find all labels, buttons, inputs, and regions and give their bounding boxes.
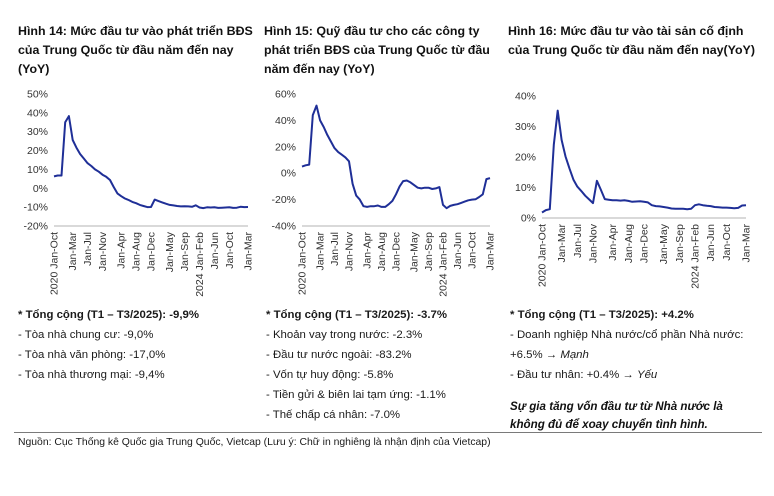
x-tick-label: Jan-Jun [452, 232, 464, 270]
y-tick-label: 0% [33, 183, 48, 195]
source-note: Nguồn: Cục Thống kê Quốc gia Trung Quốc,… [18, 437, 491, 448]
x-tick-label: 2020 Jan-Oct [297, 232, 309, 295]
series-line [541, 109, 747, 214]
figure-15-total: * Tổng cộng (T1 – T3/2025): -3.7% [266, 309, 448, 321]
y-tick-label: 60% [275, 89, 296, 101]
y-tick-label: -10% [23, 202, 48, 214]
x-tick-label: Jan-Jun [705, 224, 717, 262]
x-tick-label: Jan-May [164, 231, 176, 272]
figure-14-svg: -20% -10% 0% 10% 20% 30% 40% 50% 2020 Jan-Oct Jan… [23, 89, 255, 297]
y-tick-label: 0% [521, 213, 536, 225]
figure-14-notes: * Tổng cộng (T1 – T3/2025): -9,9% - Tòa … [18, 305, 258, 385]
x-tick-label: Jan-Oct [466, 232, 478, 269]
source-divider [14, 432, 762, 433]
figure-14-chart: -20% -10% 0% 10% 20% 30% 40% 50% 2020 Jan-Oct Jan… [14, 84, 258, 300]
y-tick-label: 0% [281, 168, 296, 180]
y-tick-label: 10% [515, 182, 536, 194]
figure-14-item: - Tòa nhà văn phòng: -17,0% [18, 349, 166, 361]
series-line [301, 104, 491, 210]
figure-16-title: Hình 16: Mức đầu tư vào tài sản cố định … [508, 24, 755, 57]
x-tick-label: Jan-Dec [146, 232, 158, 271]
figure-14-total: * Tổng cộng (T1 – T3/2025): -9,9% [18, 309, 200, 321]
figure-15-item: - Đầu tư nước ngoài: -83.2% [266, 349, 412, 361]
x-tick-label: Jan-Dec [391, 232, 403, 271]
x-tick-label: 2024 Jan-Feb [438, 232, 450, 297]
x-tick-label: Jan-Sep [423, 232, 435, 271]
series-line [53, 115, 249, 210]
y-tick-label: -20% [23, 221, 48, 233]
x-tick-label: Jan-Oct [224, 232, 236, 269]
figure-16-item-text: - Doanh nghiệp Nhà nước/cổ phần Nhà nước… [510, 329, 744, 361]
figure-15-item: - Thế chấp cá nhân: -7.0% [266, 409, 401, 421]
x-tick-label: 2020 Jan-Oct [49, 232, 61, 295]
x-tick-label: 2024 Jan-Feb [194, 232, 206, 297]
figure-14-item: - Tòa nhà chung cư: -9,0% [18, 329, 154, 341]
x-tick-label: Jan-Mar [485, 232, 497, 271]
figure-15-item: - Tiền gửi & biên lai tạm ứng: -1.1% [266, 389, 446, 401]
y-tick-label: 40% [515, 91, 536, 103]
x-tick-label: Jan-Mar [67, 232, 79, 271]
x-tick-label: Jan-Apr [362, 231, 374, 268]
x-tick-label: Jan-Oct [721, 224, 733, 261]
figure-15-title: Hình 15: Quỹ đầu tư cho các công ty phát… [264, 24, 490, 76]
x-tick-label: 2024 Jan-Feb [690, 224, 702, 289]
x-tick-label: Jan-Nov [588, 223, 600, 263]
x-tick-label: 2020 Jan-Oct [537, 224, 549, 287]
y-tick-label: -40% [271, 221, 296, 233]
x-tick-label: Jan-Jul [572, 224, 584, 258]
y-tick-label: 20% [275, 141, 296, 153]
x-tick-label: Jan-Mar [243, 232, 255, 271]
x-tick-label: Jan-Aug [623, 224, 635, 263]
x-tick-label: Jan-Dec [639, 224, 651, 263]
figure-16-item-assessment: Yếu [636, 369, 658, 381]
figure-15-item: - Vốn tự huy động: -5.8% [266, 369, 394, 381]
x-tick-label: Jan-May [658, 223, 670, 264]
figure-16-remark: Sự gia tăng vốn đầu tư từ Nhà nước là kh… [510, 400, 723, 431]
x-tick-label: Jan-Aug [376, 232, 388, 271]
y-tick-label: 20% [515, 152, 536, 164]
figure-16-item: - Đầu tư nhân: +0.4% → Yếu [510, 365, 756, 385]
y-tick-label: -20% [271, 194, 296, 206]
figure-16-item-text: - Đầu tư nhân: +0.4% → [510, 369, 637, 381]
y-tick-label: 10% [27, 164, 48, 176]
x-tick-label: Jan-Jun [209, 232, 221, 270]
x-tick-label: Jan-Aug [131, 232, 143, 271]
figure-15-svg: -40%-20%0%20%40%60%2020 Jan-Oct Jan-Mar Ja… [271, 89, 497, 297]
figure-14-item: - Tòa nhà thương mại: -9,4% [18, 369, 165, 381]
figure-15-notes: * Tổng cộng (T1 – T3/2025): -3.7% - Khoả… [266, 305, 502, 425]
figure-16-total: * Tổng cộng (T1 – T3/2025): +4.2% [510, 309, 694, 321]
figure-14-title: Hình 14: Mức đầu tư vào phát triển BĐS c… [18, 24, 253, 76]
x-tick-label: Jan-Sep [674, 224, 686, 263]
y-tick-label: 20% [27, 145, 48, 157]
y-tick-label: 40% [275, 115, 296, 127]
x-tick-label: Jan-Mar [741, 224, 753, 263]
figure-16-item: - Doanh nghiệp Nhà nước/cổ phần Nhà nước… [510, 325, 756, 365]
x-tick-label: Jan-Nov [344, 231, 356, 271]
figure-15-item: - Khoản vay trong nước: -2.3% [266, 329, 423, 341]
x-tick-label: Jan-Jul [329, 232, 341, 266]
x-tick-label: Jan-Sep [179, 232, 191, 271]
y-tick-label: 50% [27, 89, 48, 101]
figure-16-item-assessment: Mạnh [560, 349, 589, 361]
y-tick-label: 30% [27, 126, 48, 138]
figure-16-svg: 0% 10% 20% 30% 40% 2020 Jan-Oct Jan-Mar Jan-Jul… [515, 91, 753, 289]
x-tick-label: Jan-Apr [116, 231, 128, 268]
x-tick-label: Jan-May [409, 231, 421, 272]
y-tick-label: 30% [515, 121, 536, 133]
x-tick-label: Jan-Apr [607, 223, 619, 260]
x-tick-label: Jan-Mar [556, 224, 568, 263]
x-tick-label: Jan-Jul [82, 232, 94, 266]
figure-15-chart: -40% -20% 0% 20% 40% 60% 2020 Jan-Oct Jan-Mar Ja… [262, 84, 502, 300]
x-tick-label: Jan-Nov [97, 231, 109, 271]
y-tick-label: 40% [27, 107, 48, 119]
figure-16-chart: 0% 10% 20% 30% 40% 2020 Jan-Oct Jan-Mar Jan-Jul… [506, 84, 758, 300]
figure-16-notes: * Tổng cộng (T1 – T3/2025): +4.2% - Doan… [510, 305, 756, 385]
x-tick-label: Jan-Mar [315, 232, 327, 271]
